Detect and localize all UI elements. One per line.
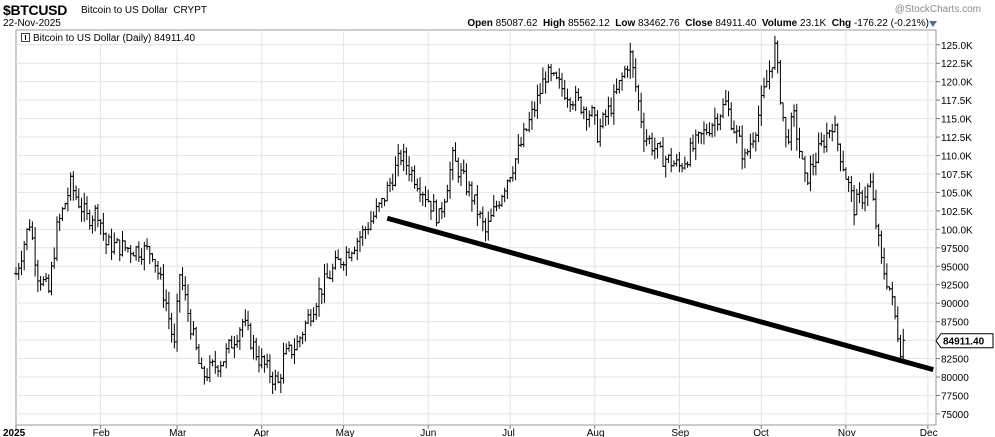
y-tick-label: 125.0K [941, 41, 973, 52]
chg-label: Chg [831, 18, 852, 29]
exchange: CRYPT [173, 5, 207, 16]
y-tick-label: 110.0K [941, 152, 972, 163]
y-tick-label: 117.5K [941, 96, 972, 107]
close-label: Close [685, 18, 713, 29]
security-name-text: Bitcoin to US Dollar [81, 5, 168, 16]
security-name: Bitcoin to US Dollar CRYPT [81, 5, 207, 16]
y-tick-label: 107.5K [941, 170, 973, 181]
y-tick-label: 97500 [941, 244, 969, 255]
volume-value: 23.1K [800, 18, 827, 29]
x-axis: 2025 Feb Mar Apr May Jun Jul Aug Sep Oct Nov Dec [3, 425, 938, 437]
x-tick-label: Oct [753, 428, 769, 437]
last-price-tag: 84911.40 [935, 333, 994, 349]
price-bars [14, 35, 906, 394]
chart-date: 22-Nov-2025 [3, 18, 61, 29]
x-tick-label: Jul [502, 428, 515, 437]
y-tick-label: 102.5K [941, 207, 973, 218]
y-tick-label: 112.5K [941, 133, 972, 144]
y-tick-label: 87500 [941, 318, 969, 329]
y-axis: 7500077500800008250085000875009000092500… [936, 41, 973, 421]
y-tick-label: 105.0K [941, 188, 973, 199]
chart-legend: Bitcoin to US Dollar (Daily) 84911.40 [19, 33, 198, 44]
y-tick-label: 120.0K [941, 78, 973, 89]
open-value: 85087.62 [495, 18, 538, 29]
x-tick-label: May [336, 428, 355, 437]
low-label: Low [615, 18, 636, 29]
high-value: 85562.12 [567, 18, 610, 29]
low-value: 83462.76 [638, 18, 680, 29]
legend-text: Bitcoin to US Dollar (Daily) 84911.40 [33, 33, 196, 44]
x-tick-label: Jun [420, 428, 436, 437]
y-tick-label: 75000 [941, 410, 969, 421]
x-tick-label: Nov [838, 428, 856, 437]
plot-area [15, 29, 937, 426]
watermark: @StockCharts.com [894, 4, 981, 15]
y-tick-label: 77500 [941, 391, 969, 402]
x-tick-label: Mar [169, 428, 187, 437]
open-label: Open [467, 18, 493, 29]
x-tick-label: Aug [587, 428, 605, 437]
y-tick-label: 122.5K [941, 59, 973, 70]
y-tick-label: 90000 [941, 299, 969, 310]
trendline [386, 215, 934, 373]
ohlc-readout: Open 85087.62 High 85562.12 Low 83462.76… [0, 18, 929, 29]
y-tick-label: 92500 [941, 281, 969, 292]
symbol: $BTCUSD [3, 2, 68, 18]
close-value: 84911.40 [715, 18, 757, 29]
x-tick-label: Feb [93, 428, 111, 437]
ohlc-bar-icon [21, 33, 30, 42]
volume-label: Volume [761, 18, 798, 29]
x-tick-label: 2025 [3, 428, 26, 437]
y-tick-label: 95000 [941, 262, 969, 273]
chg-value: -176.22 (-0.21%) [853, 18, 929, 29]
dropdown-arrow-icon[interactable] [929, 21, 937, 27]
x-tick-label: Apr [254, 428, 270, 437]
x-tick-label: Dec [920, 428, 938, 437]
high-label: High [542, 18, 566, 29]
ohlc-bar [901, 328, 906, 361]
chart-header: $BTCUSD Bitcoin to US Dollar CRYPT 22-No… [0, 0, 995, 30]
y-tick-label: 115.0K [941, 115, 972, 126]
y-tick-label: 80000 [941, 373, 969, 384]
last-price-tag-box [935, 333, 994, 349]
x-tick-label: Sep [671, 428, 689, 437]
last-price-value: 84911.40 [943, 337, 985, 348]
y-tick-label: 82500 [941, 355, 969, 366]
y-tick-label: 100.0K [941, 225, 973, 236]
